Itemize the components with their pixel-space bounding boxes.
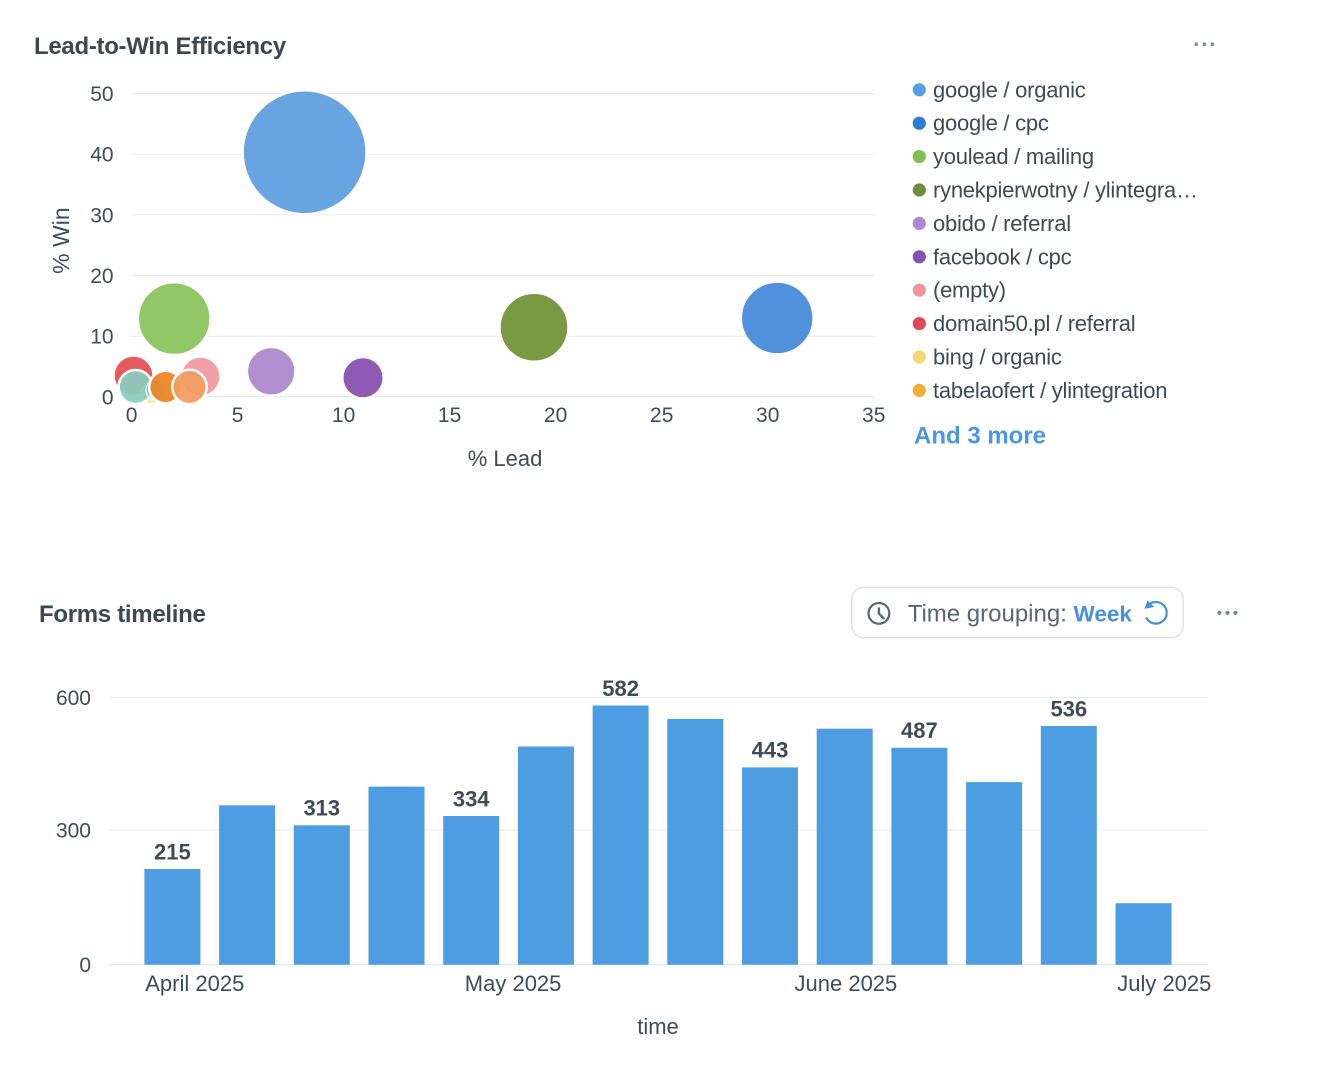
svg-text:tabelaofert / ylintegration: tabelaofert / ylintegration xyxy=(933,378,1167,403)
svg-text:487: 487 xyxy=(901,718,938,743)
svg-text:10: 10 xyxy=(90,326,113,349)
svg-text:30: 30 xyxy=(756,404,779,427)
svg-text:313: 313 xyxy=(303,796,340,821)
svg-text:0: 0 xyxy=(126,404,138,427)
svg-text:20: 20 xyxy=(544,404,567,427)
svg-text:582: 582 xyxy=(602,676,639,701)
svg-text:40: 40 xyxy=(90,144,113,167)
svg-text:5: 5 xyxy=(232,404,244,427)
svg-text:0: 0 xyxy=(79,954,91,977)
svg-text:(empty): (empty) xyxy=(933,278,1006,303)
svg-text:May 2025: May 2025 xyxy=(465,971,562,996)
svg-text:domain50.pl / referral: domain50.pl / referral xyxy=(933,311,1135,336)
svg-text:rynekpierwotny / ylintegra…: rynekpierwotny / ylintegra… xyxy=(933,178,1198,203)
svg-text:And 3 more: And 3 more xyxy=(914,422,1046,449)
svg-text:10: 10 xyxy=(332,404,355,427)
svg-text:25: 25 xyxy=(650,404,673,427)
svg-text:July 2025: July 2025 xyxy=(1117,971,1211,996)
svg-text:facebook / cpc: facebook / cpc xyxy=(933,244,1072,269)
svg-text:youlead / mailing: youlead / mailing xyxy=(933,144,1094,169)
svg-text:15: 15 xyxy=(438,404,461,427)
svg-text:Lead-to-Win Efficiency: Lead-to-Win Efficiency xyxy=(34,33,287,60)
svg-text:0: 0 xyxy=(102,386,114,409)
svg-text:google / organic: google / organic xyxy=(933,77,1086,102)
svg-text:443: 443 xyxy=(752,738,789,763)
svg-text:50: 50 xyxy=(90,83,113,106)
svg-text:April 2025: April 2025 xyxy=(145,971,244,996)
svg-text:Time grouping: Week: Time grouping: Week xyxy=(908,601,1133,628)
svg-text:% Win: % Win xyxy=(48,207,74,273)
svg-text:bing / organic: bing / organic xyxy=(933,345,1062,370)
svg-text:35: 35 xyxy=(862,404,885,427)
svg-text:time: time xyxy=(637,1014,679,1039)
svg-text:Forms timeline: Forms timeline xyxy=(39,601,206,628)
svg-text:June 2025: June 2025 xyxy=(795,971,898,996)
svg-text:334: 334 xyxy=(453,786,490,811)
svg-text:obido / referral: obido / referral xyxy=(933,211,1071,236)
svg-text:300: 300 xyxy=(56,820,91,843)
svg-text:% Lead: % Lead xyxy=(468,446,543,471)
svg-text:20: 20 xyxy=(90,265,113,288)
svg-text:536: 536 xyxy=(1050,696,1087,721)
svg-text:215: 215 xyxy=(154,839,191,864)
svg-text:600: 600 xyxy=(56,687,91,710)
svg-text:30: 30 xyxy=(90,204,113,227)
svg-text:google / cpc: google / cpc xyxy=(933,111,1049,136)
